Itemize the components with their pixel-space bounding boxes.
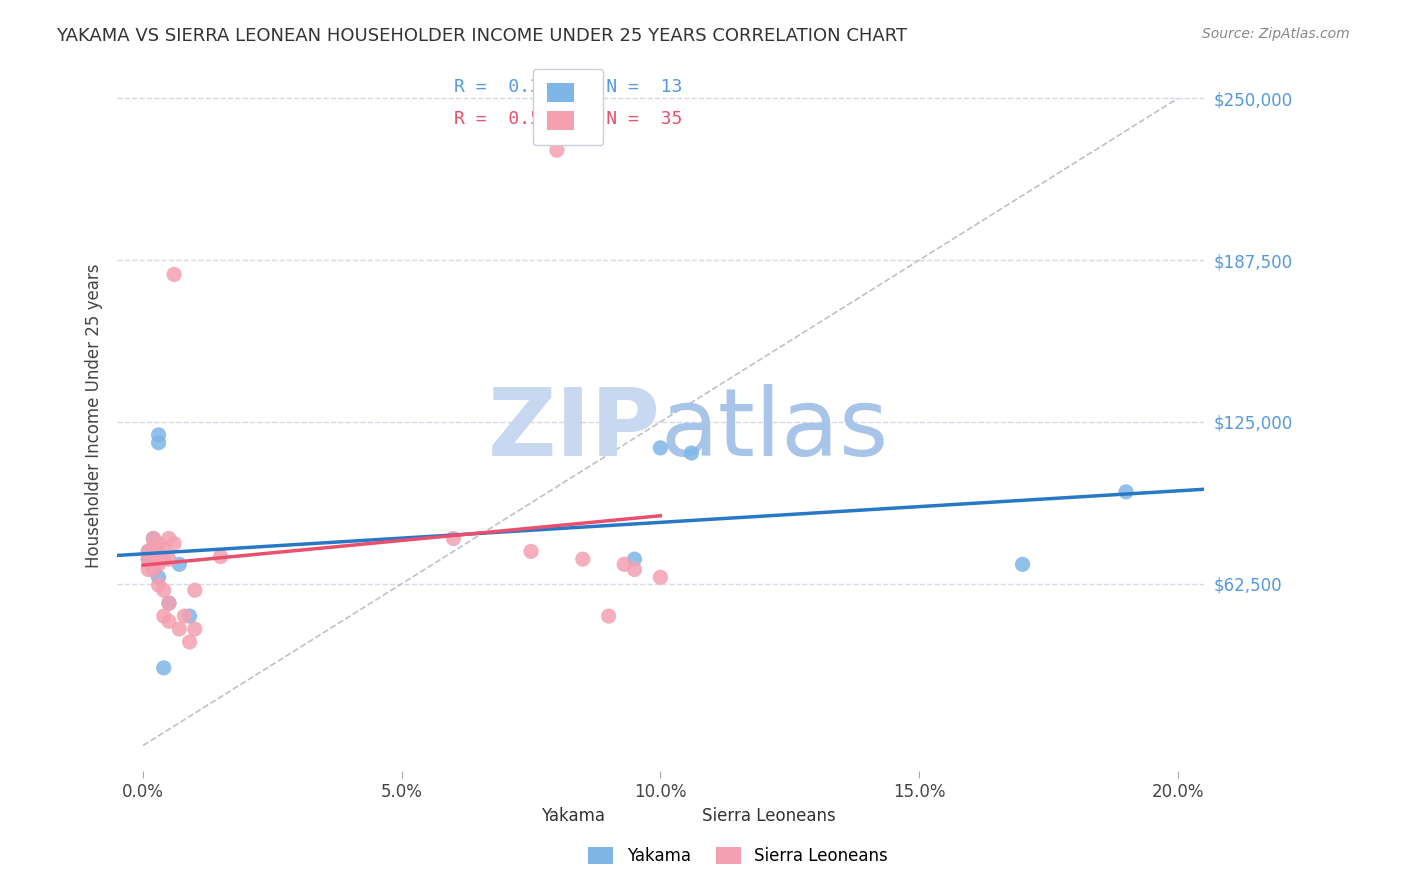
Text: Source: ZipAtlas.com: Source: ZipAtlas.com xyxy=(1202,27,1350,41)
Point xyxy=(623,562,645,576)
Point xyxy=(142,549,165,564)
Text: R =  0.587    N =  35: R = 0.587 N = 35 xyxy=(454,110,682,128)
Point xyxy=(148,570,170,584)
Point xyxy=(148,547,170,561)
Point xyxy=(142,539,165,553)
Point xyxy=(546,143,568,157)
Point xyxy=(572,552,595,566)
Point xyxy=(142,562,165,576)
Point xyxy=(1115,484,1137,499)
Point xyxy=(157,614,180,628)
Point xyxy=(152,661,174,675)
Point xyxy=(152,609,174,624)
Point xyxy=(152,541,174,556)
Point xyxy=(650,570,672,584)
Y-axis label: Householder Income Under 25 years: Householder Income Under 25 years xyxy=(86,263,103,567)
Point xyxy=(148,428,170,442)
Text: atlas: atlas xyxy=(661,384,889,475)
Point xyxy=(184,583,207,598)
Text: YAKAMA VS SIERRA LEONEAN HOUSEHOLDER INCOME UNDER 25 YEARS CORRELATION CHART: YAKAMA VS SIERRA LEONEAN HOUSEHOLDER INC… xyxy=(56,27,907,45)
Point xyxy=(443,532,465,546)
Point xyxy=(136,544,159,558)
Point xyxy=(157,596,180,610)
Text: R =  0.314    N =  13: R = 0.314 N = 13 xyxy=(454,78,682,95)
Point xyxy=(179,635,201,649)
Point xyxy=(148,435,170,450)
Point xyxy=(136,552,159,566)
Point xyxy=(148,536,170,550)
Point xyxy=(598,609,620,624)
Point xyxy=(148,578,170,592)
Point xyxy=(152,552,174,566)
Point xyxy=(163,268,186,282)
Point xyxy=(209,549,232,564)
Point xyxy=(681,446,703,460)
Point xyxy=(173,609,195,624)
Point xyxy=(142,532,165,546)
Point xyxy=(650,441,672,455)
Point xyxy=(184,622,207,636)
Text: Yakama: Yakama xyxy=(541,807,606,825)
Point xyxy=(163,536,186,550)
Point xyxy=(142,562,165,576)
Point xyxy=(613,558,636,572)
Point xyxy=(169,558,191,572)
Point xyxy=(136,544,159,558)
Point xyxy=(179,609,201,624)
Text: Sierra Leoneans: Sierra Leoneans xyxy=(702,807,837,825)
Text: ZIP: ZIP xyxy=(488,384,661,475)
Point xyxy=(157,596,180,610)
Point xyxy=(142,532,165,546)
Point xyxy=(152,583,174,598)
Point xyxy=(157,552,180,566)
Legend: Yakama, Sierra Leoneans: Yakama, Sierra Leoneans xyxy=(581,838,896,874)
Point xyxy=(1011,558,1033,572)
Point xyxy=(169,622,191,636)
Point xyxy=(157,532,180,546)
Point xyxy=(136,552,159,566)
Legend: , : , xyxy=(533,69,603,145)
Point xyxy=(623,552,645,566)
Point xyxy=(148,558,170,572)
Point xyxy=(520,544,543,558)
Point xyxy=(136,562,159,576)
